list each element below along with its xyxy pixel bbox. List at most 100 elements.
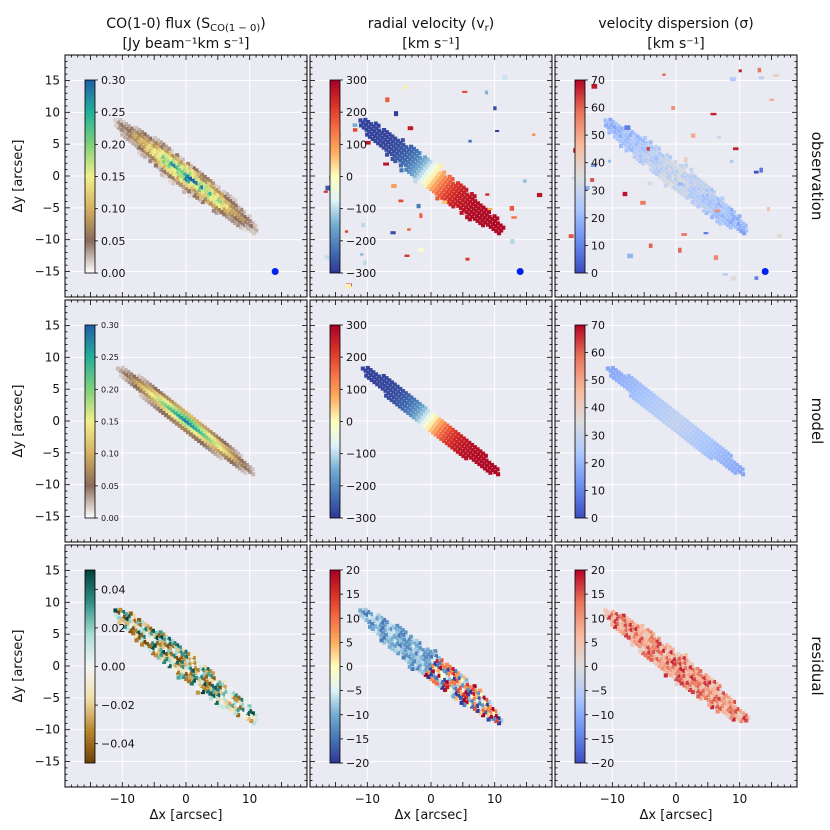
data-pixel <box>656 636 661 641</box>
data-pixel <box>472 706 477 711</box>
data-pixel <box>124 372 129 378</box>
data-pixel <box>711 202 716 207</box>
data-pixel <box>223 689 228 694</box>
data-pixel <box>408 408 413 413</box>
data-pixel <box>415 666 420 671</box>
data-pixel <box>642 638 647 643</box>
data-pixel <box>184 677 189 682</box>
data-pixel <box>667 172 672 178</box>
data-pixel <box>404 167 409 172</box>
data-pixel <box>478 454 483 459</box>
data-pixel <box>191 188 196 193</box>
data-pixel <box>691 677 696 682</box>
data-pixel <box>161 164 166 170</box>
data-pixel <box>454 193 460 198</box>
data-pixel <box>461 203 466 208</box>
data-pixel <box>197 687 203 692</box>
data-pixel <box>134 638 139 643</box>
data-pixel <box>711 697 716 702</box>
data-pixel <box>361 120 366 125</box>
data-pixel <box>611 609 616 615</box>
data-pixel <box>638 387 643 392</box>
data-pixel <box>116 120 121 125</box>
data-pixel <box>686 183 691 188</box>
data-pixel <box>708 200 713 205</box>
data-pixel <box>231 696 236 701</box>
data-pixel <box>402 642 407 648</box>
data-pixel <box>384 376 389 381</box>
data-pixel <box>445 423 450 428</box>
data-pixel <box>156 633 161 638</box>
data-pixel <box>122 619 127 624</box>
data-pixel <box>714 214 720 219</box>
data-pixel <box>425 665 430 670</box>
data-pixel <box>696 437 701 442</box>
data-pixel <box>138 388 143 393</box>
data-pixel <box>165 154 170 159</box>
data-pixel <box>625 386 630 391</box>
noise-pixel <box>363 260 367 266</box>
data-pixel <box>233 449 238 454</box>
data-pixel <box>137 617 142 623</box>
data-pixel <box>684 173 690 178</box>
data-pixel <box>741 231 747 236</box>
data-pixel <box>171 658 177 663</box>
data-pixel <box>366 609 371 615</box>
data-pixel <box>214 439 219 444</box>
data-pixel <box>173 178 178 183</box>
data-pixel <box>657 659 662 664</box>
data-pixel <box>169 417 174 422</box>
data-pixel <box>118 368 123 373</box>
data-pixel <box>705 444 710 449</box>
data-pixel <box>668 160 673 165</box>
data-pixel <box>208 430 213 435</box>
data-pixel <box>159 167 164 172</box>
data-pixel <box>436 417 441 422</box>
data-pixel <box>441 188 446 193</box>
data-pixel <box>410 644 415 649</box>
data-pixel <box>459 188 464 193</box>
data-pixel <box>215 198 220 203</box>
data-pixel <box>420 409 426 414</box>
data-pixel <box>660 643 665 648</box>
data-pixel <box>634 380 640 385</box>
data-pixel <box>201 677 206 682</box>
colorbar-tick-label: 20 <box>591 457 605 470</box>
data-pixel <box>485 712 491 717</box>
data-pixel <box>420 648 425 653</box>
data-pixel <box>637 644 642 649</box>
data-pixel <box>640 646 645 651</box>
data-pixel <box>360 366 365 371</box>
data-pixel <box>425 408 430 413</box>
data-pixel <box>686 678 691 683</box>
data-pixel <box>409 167 414 172</box>
data-pixel <box>439 190 444 195</box>
data-pixel <box>485 222 491 227</box>
data-pixel <box>191 166 196 171</box>
data-pixel <box>715 709 720 714</box>
data-pixel <box>437 193 442 198</box>
data-pixel <box>123 368 128 373</box>
data-pixel <box>142 154 147 159</box>
data-pixel <box>165 159 170 164</box>
data-pixel <box>630 385 635 391</box>
data-pixel <box>382 132 387 138</box>
data-pixel <box>464 456 469 461</box>
data-pixel <box>236 210 242 215</box>
data-pixel <box>202 682 207 687</box>
data-pixel <box>650 155 655 160</box>
data-pixel <box>637 400 642 405</box>
data-pixel <box>681 434 686 439</box>
colorbar-tick-label: 0.15 <box>101 171 126 184</box>
data-pixel <box>609 617 614 622</box>
data-pixel <box>707 680 712 685</box>
data-pixel <box>733 224 738 229</box>
data-pixel <box>118 607 123 612</box>
data-pixel <box>237 705 242 710</box>
noise-pixel <box>536 192 543 198</box>
data-pixel <box>397 148 402 153</box>
data-pixel <box>617 134 622 139</box>
data-pixel <box>168 179 173 184</box>
data-pixel <box>478 449 483 454</box>
data-pixel <box>178 160 183 165</box>
